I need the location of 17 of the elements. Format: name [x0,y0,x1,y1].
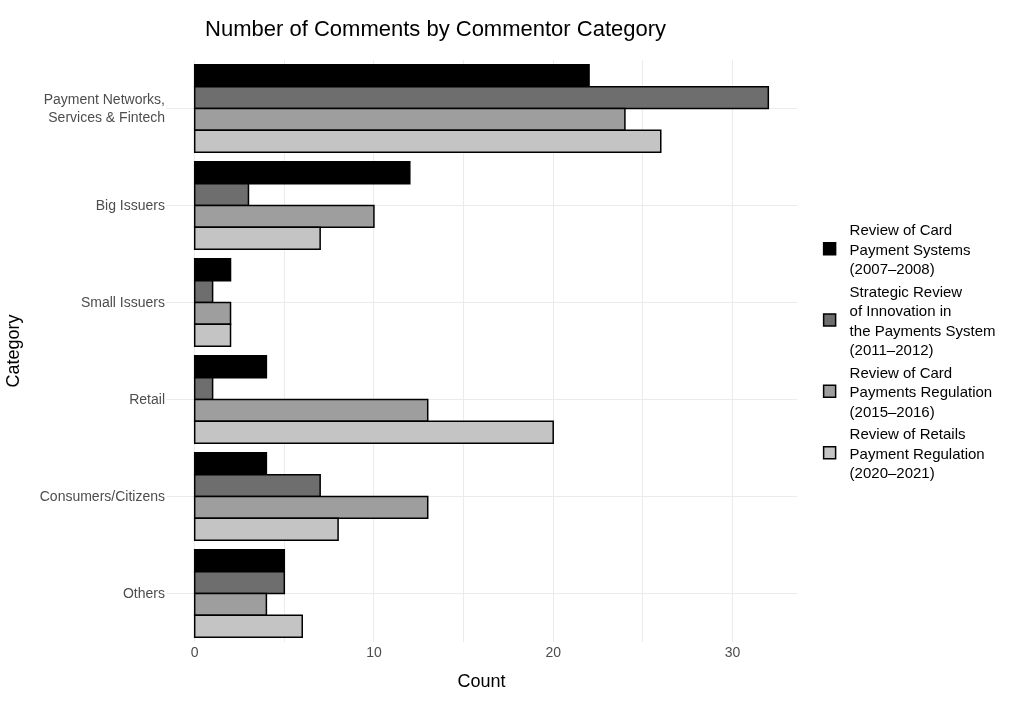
legend-label: Review of Card Payments Regulation (2015–2016) [849,363,993,420]
legend-label: Review of Card Payment Systems (2007–2008) [849,221,971,278]
y-tick-label: Consumers/Citizens [39,488,165,505]
x-tick-label: 10 [366,644,382,660]
y-tick-label: Payment Networks, Services & Fintech [43,91,165,126]
x-tick-label: 0 [190,644,199,660]
y-tick-label: Small Issuers [80,294,165,311]
chart-title: Number of Comments by Commentor Category [205,16,667,42]
legend-label: Review of Retails Payment Regulation (2020–2021) [849,425,985,482]
legend-label: Strategic Review of Innovation in the Payments System (2011–2012) [849,282,996,359]
y-tick-label: Big Issuers [95,197,165,214]
x-tick-label: 30 [724,644,741,660]
x-axis-title: Count [457,671,506,692]
y-tick-label: Retail [129,391,165,408]
y-tick-label: Others [122,585,165,602]
y-axis-title: Category [2,314,23,388]
x-tick-label: 20 [545,644,562,660]
